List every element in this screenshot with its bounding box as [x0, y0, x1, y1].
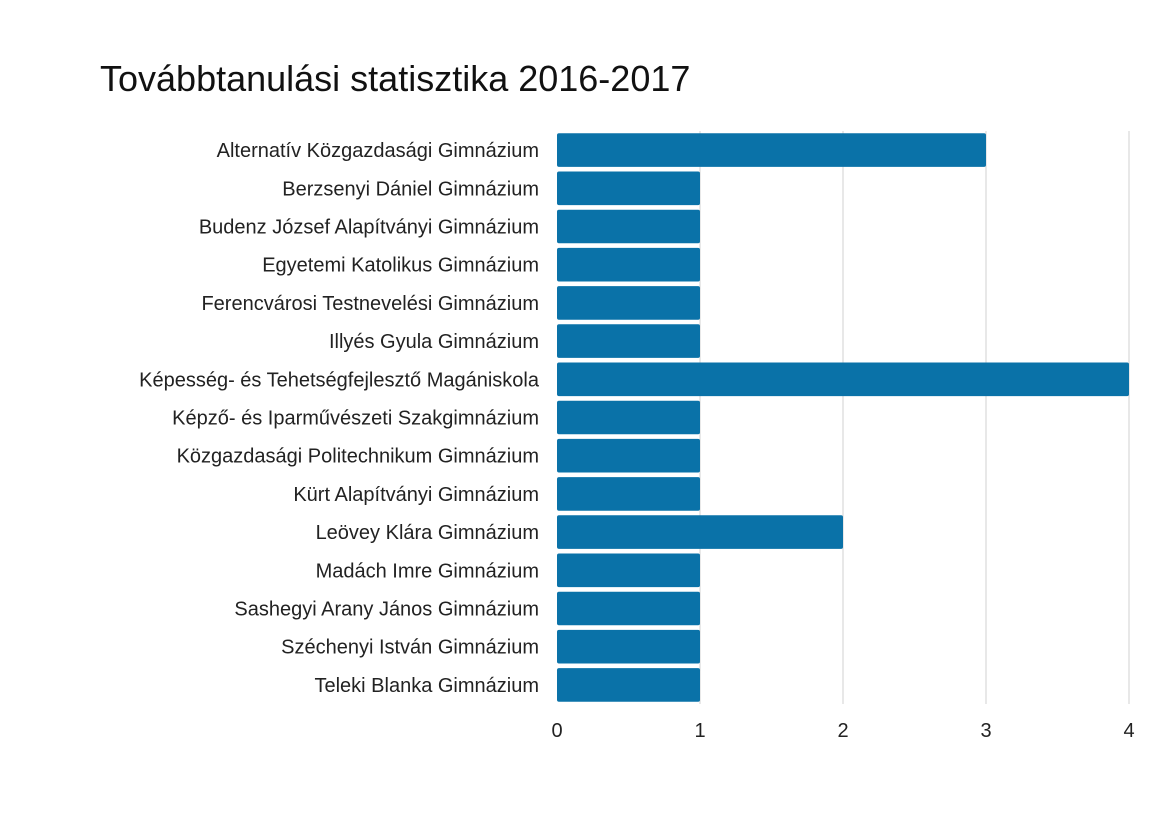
bar-12	[557, 553, 700, 588]
bar-11	[557, 515, 843, 549]
bar-5	[557, 286, 700, 320]
category-label-2: Berzsenyi Dániel Gimnázium	[282, 178, 539, 200]
category-label-4: Egyetemi Katolikus Gimnázium	[262, 255, 539, 277]
bar-3	[557, 209, 700, 244]
x-tick-label-1: 1	[694, 720, 705, 742]
category-label-8: Képző- és Iparművészeti Szakgimnázium	[172, 408, 539, 430]
x-tick-label-4: 4	[1123, 720, 1134, 742]
category-label-5: Ferencvárosi Testnevelési Gimnázium	[201, 293, 539, 315]
x-tick-label-2: 2	[837, 720, 848, 742]
bar-4	[557, 247, 700, 282]
category-label-12: Madách Imre Gimnázium	[316, 560, 539, 582]
bar-1	[557, 133, 986, 167]
category-label-14: Széchenyi István Gimnázium	[281, 637, 539, 659]
category-label-7: Képesség- és Tehetségfejlesztő Magánisko…	[139, 369, 540, 391]
x-tick-label-3: 3	[980, 720, 991, 742]
bar-2	[557, 171, 700, 206]
category-label-1: Alternatív Közgazdasági Gimnázium	[217, 140, 539, 162]
category-label-13: Sashegyi Arany János Gimnázium	[234, 599, 539, 621]
bar-7	[557, 362, 1129, 397]
category-label-11: Leövey Klára Gimnázium	[316, 522, 539, 544]
category-label-3: Budenz József Alapítványi Gimnázium	[199, 217, 539, 239]
bar-8	[557, 400, 700, 435]
category-label-10: Kürt Alapítványi Gimnázium	[293, 484, 539, 506]
category-label-9: Közgazdasági Politechnikum Gimnázium	[177, 446, 539, 468]
bar-14	[557, 629, 700, 664]
bar-10	[557, 477, 700, 511]
bar-9	[557, 438, 700, 473]
chart-title: Továbbtanulási statisztika 2016-2017	[100, 58, 691, 99]
bar-6	[557, 324, 700, 358]
x-tick-label-0: 0	[551, 720, 562, 742]
category-label-15: Teleki Blanka Gimnázium	[314, 675, 539, 697]
bar-13	[557, 591, 700, 626]
category-label-6: Illyés Gyula Gimnázium	[329, 331, 539, 353]
bar-15	[557, 668, 700, 702]
